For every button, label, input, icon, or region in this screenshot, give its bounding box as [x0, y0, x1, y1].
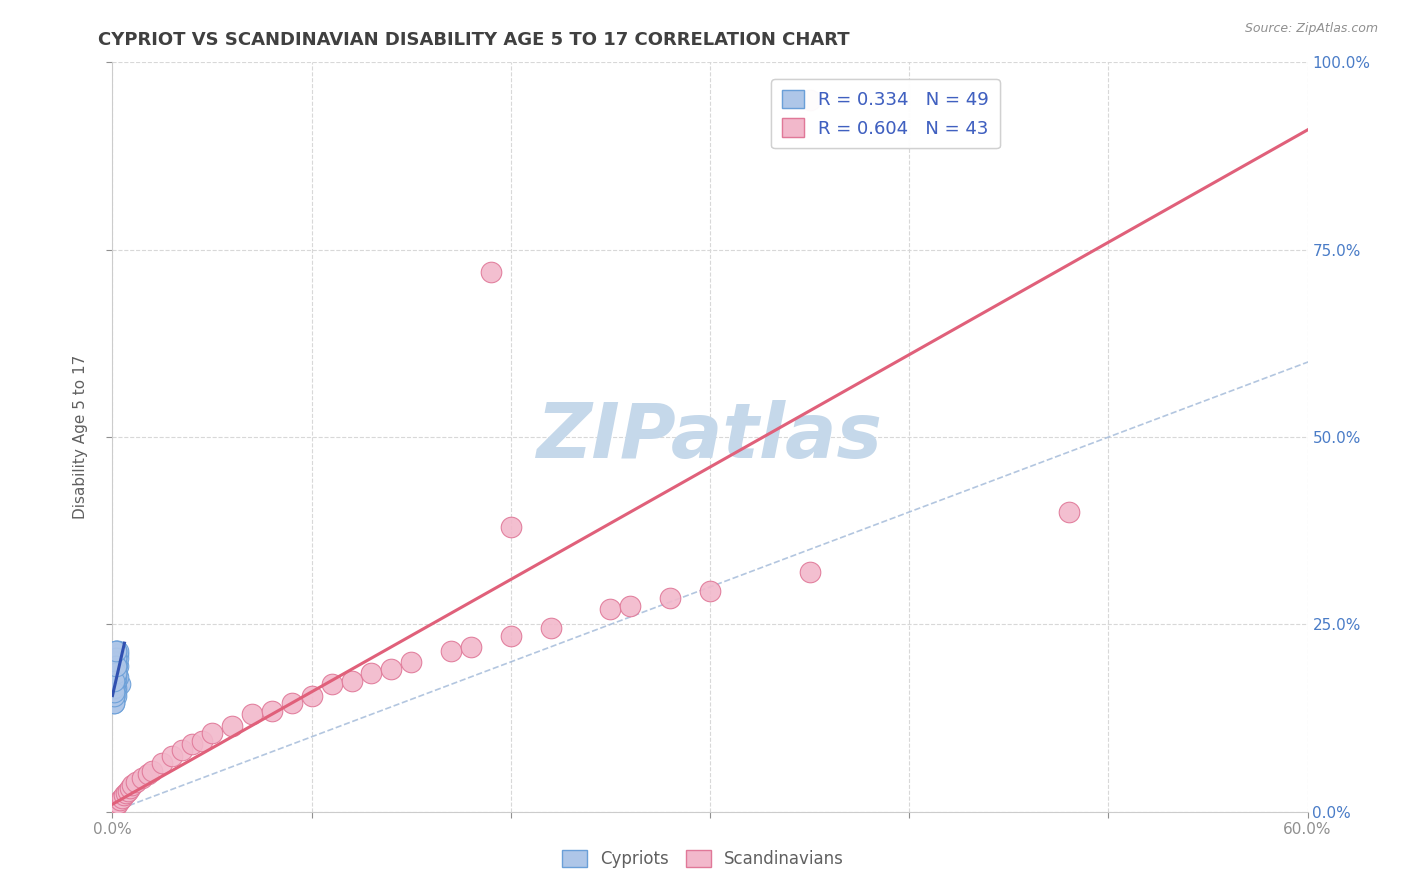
Point — [321, 677, 343, 691]
Point — [110, 793, 132, 807]
Point — [105, 670, 128, 684]
Point — [103, 673, 125, 688]
Point — [105, 673, 128, 688]
Point — [141, 764, 163, 778]
Point — [110, 677, 132, 691]
Legend: R = 0.334   N = 49, R = 0.604   N = 43: R = 0.334 N = 49, R = 0.604 N = 43 — [772, 79, 1000, 148]
Point — [105, 658, 128, 673]
Point — [479, 265, 502, 279]
Point — [103, 685, 125, 699]
Point — [117, 783, 139, 797]
Point — [105, 651, 128, 665]
Point — [150, 756, 173, 770]
Point — [103, 801, 125, 815]
Point — [103, 696, 125, 710]
Point — [799, 565, 821, 579]
Point — [105, 643, 128, 657]
Legend: Cypriots, Scandinavians: Cypriots, Scandinavians — [555, 843, 851, 875]
Point — [103, 689, 125, 703]
Point — [105, 658, 128, 673]
Point — [107, 651, 129, 665]
Point — [105, 681, 128, 695]
Point — [103, 673, 125, 688]
Point — [201, 726, 224, 740]
Point — [107, 643, 129, 657]
Point — [131, 771, 153, 785]
Point — [103, 696, 125, 710]
Point — [103, 689, 125, 703]
Point — [103, 681, 125, 695]
Point — [380, 662, 402, 676]
Point — [115, 786, 138, 800]
Point — [125, 774, 148, 789]
Text: Source: ZipAtlas.com: Source: ZipAtlas.com — [1244, 22, 1378, 36]
Point — [191, 733, 214, 747]
Point — [360, 666, 382, 681]
Point — [103, 685, 125, 699]
Point — [105, 643, 128, 657]
Point — [172, 743, 194, 757]
Point — [105, 666, 128, 681]
Point — [162, 748, 183, 763]
Y-axis label: Disability Age 5 to 17: Disability Age 5 to 17 — [73, 355, 89, 519]
Point — [799, 93, 821, 107]
Point — [103, 689, 125, 703]
Point — [107, 658, 129, 673]
Point — [460, 640, 482, 654]
Point — [281, 696, 304, 710]
Point — [111, 791, 134, 805]
Point — [221, 718, 243, 732]
Point — [499, 629, 522, 643]
Point — [103, 673, 125, 688]
Point — [107, 648, 129, 662]
Point — [105, 658, 128, 673]
Point — [1057, 505, 1080, 519]
Point — [103, 662, 125, 676]
Point — [103, 685, 125, 699]
Point — [105, 658, 128, 673]
Point — [105, 685, 128, 699]
Point — [120, 780, 142, 795]
Point — [103, 677, 125, 691]
Point — [138, 767, 160, 781]
Point — [181, 737, 204, 751]
Text: ZIPatlas: ZIPatlas — [537, 401, 883, 474]
Point — [103, 677, 125, 691]
Point — [105, 666, 128, 681]
Text: CYPRIOT VS SCANDINAVIAN DISABILITY AGE 5 TO 17 CORRELATION CHART: CYPRIOT VS SCANDINAVIAN DISABILITY AGE 5… — [98, 31, 851, 49]
Point — [340, 673, 363, 688]
Point — [121, 778, 143, 792]
Point — [105, 655, 128, 669]
Point — [401, 655, 423, 669]
Point — [105, 658, 128, 673]
Point — [107, 796, 129, 810]
Point — [105, 673, 128, 688]
Point — [105, 658, 128, 673]
Point — [103, 685, 125, 699]
Point — [105, 666, 128, 681]
Point — [114, 789, 135, 803]
Point — [105, 666, 128, 681]
Point — [440, 643, 463, 657]
Point — [105, 689, 128, 703]
Point — [659, 591, 682, 606]
Point — [103, 681, 125, 695]
Point — [540, 621, 562, 635]
Point — [240, 707, 263, 722]
Point — [499, 520, 522, 534]
Point — [103, 685, 125, 699]
Point — [105, 798, 128, 813]
Point — [107, 670, 129, 684]
Point — [619, 599, 641, 613]
Point — [103, 681, 125, 695]
Point — [260, 704, 283, 718]
Point — [105, 662, 128, 676]
Point — [105, 651, 128, 665]
Point — [105, 643, 128, 657]
Point — [301, 689, 323, 703]
Point — [103, 673, 125, 688]
Point — [699, 583, 721, 598]
Point — [599, 602, 621, 616]
